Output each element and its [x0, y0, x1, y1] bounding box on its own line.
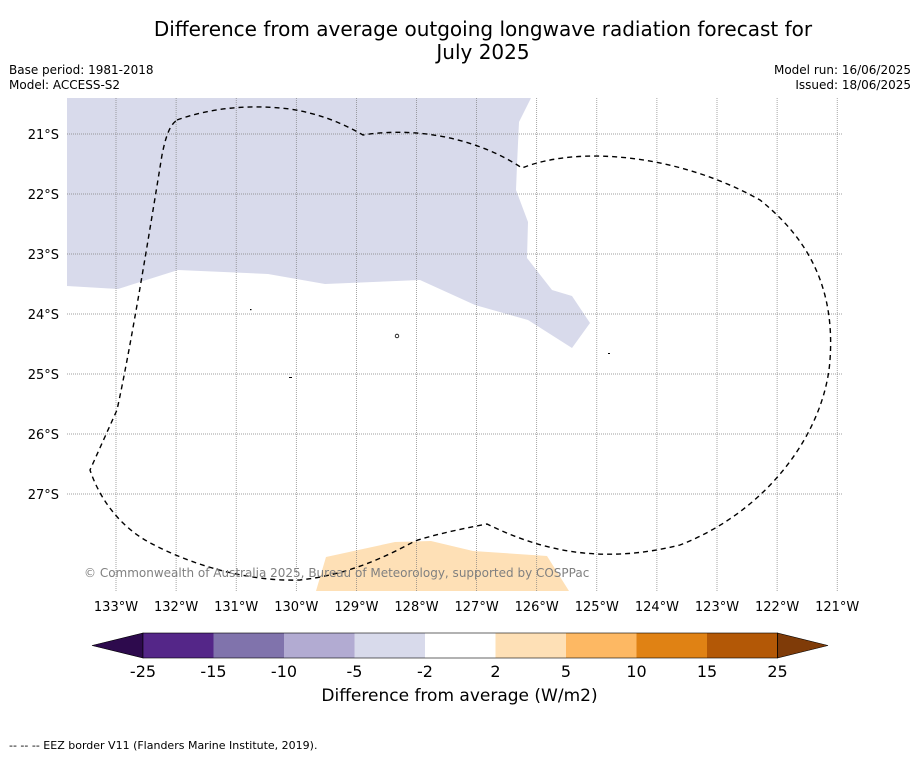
colorbar-min-arrow [91, 632, 144, 659]
anomaly-region-pos [316, 541, 569, 591]
colorbar-tick-label: -5 [347, 662, 363, 681]
base-period: Base period: 1981-2018 [9, 63, 154, 77]
longitude-label: 124°W [635, 600, 679, 615]
longitude-label: 133°W [94, 600, 138, 615]
latitude-label: 23°S [28, 248, 59, 263]
islands [250, 309, 610, 378]
colorbar-segment [354, 633, 426, 658]
eez-legend-note: -- -- -- EEZ border V11 (Flanders Marine… [9, 739, 318, 752]
latitude-label: 24°S [28, 308, 59, 323]
colorbar-tick-label: 25 [767, 662, 787, 681]
colorbar-tick-label: 2 [490, 662, 500, 681]
colorbar-segment [425, 633, 496, 658]
map-title: Difference from average outgoing longwav… [0, 18, 919, 64]
anomaly-region-neg [67, 98, 590, 348]
latitude-label: 26°S [28, 428, 59, 443]
latitude-label: 21°S [28, 128, 59, 143]
meta-left: Base period: 1981-2018 Model: ACCESS-S2 [9, 63, 154, 93]
longitude-label: 131°W [214, 600, 258, 615]
colorbar-segment [566, 633, 637, 658]
longitude-label: 127°W [455, 600, 499, 615]
colorbar-segment [636, 633, 708, 658]
colorbar-tick-label: -15 [200, 662, 226, 681]
colorbar-segment [495, 633, 567, 658]
copyright-text: © Commonwealth of Australia 2025, Bureau… [84, 566, 589, 580]
colorbar-tick-label: 15 [697, 662, 717, 681]
longitude-label: 130°W [274, 600, 318, 615]
colorbar-outline [142, 632, 778, 659]
longitude-label: 121°W [815, 600, 859, 615]
latitude-labels: 21°S 22°S 23°S 24°S 25°S 26°S 27°S [28, 128, 59, 503]
colorbar-max-arrow [777, 632, 829, 659]
map-plot-area: © Commonwealth of Australia 2025, Bureau… [67, 98, 842, 591]
colorbar-segment [143, 633, 214, 658]
colorbar-tick-label: -10 [271, 662, 297, 681]
longitude-labels: 133°W 132°W 131°W 130°W 129°W 128°W 127°W 126°W… [94, 600, 860, 615]
longitude-label: 128°W [394, 600, 438, 615]
colorbar-label: Difference from average (W/m2) [321, 686, 598, 706]
longitude-label: 126°W [515, 600, 559, 615]
model-run: Model run: 16/06/2025 [773, 63, 911, 77]
model-name: Model: ACCESS-S2 [9, 78, 121, 92]
colorbar-segment [284, 633, 355, 658]
eez-border [89, 106, 832, 581]
meta-right: Model run: 16/06/2025 Issued: 18/06/2025 [774, 63, 911, 93]
colorbar: -25 -15 -10 -5 -2 2 5 10 15 25 [91, 632, 829, 681]
latitude-label: 27°S [28, 488, 59, 503]
longitude-label: 122°W [755, 600, 799, 615]
colorbar-segment [213, 633, 285, 658]
colorbar-tick-label: -25 [130, 662, 156, 681]
graticule [67, 98, 842, 591]
longitude-label: 125°W [575, 600, 619, 615]
title-line-2: July 2025 [436, 40, 530, 64]
longitude-label: 132°W [154, 600, 198, 615]
issued-date: Issued: 18/06/2025 [795, 78, 911, 92]
latitude-label: 25°S [28, 368, 59, 383]
latitude-label: 22°S [28, 188, 59, 203]
longitude-label: 123°W [695, 600, 739, 615]
colorbar-tick-label: 5 [561, 662, 571, 681]
colorbar-tick-label: -2 [417, 662, 433, 681]
longitude-label: 129°W [334, 600, 378, 615]
colorbar-segment [707, 633, 778, 658]
title-line-1: Difference from average outgoing longwav… [153, 17, 813, 41]
colorbar-tick-label: 10 [626, 662, 646, 681]
